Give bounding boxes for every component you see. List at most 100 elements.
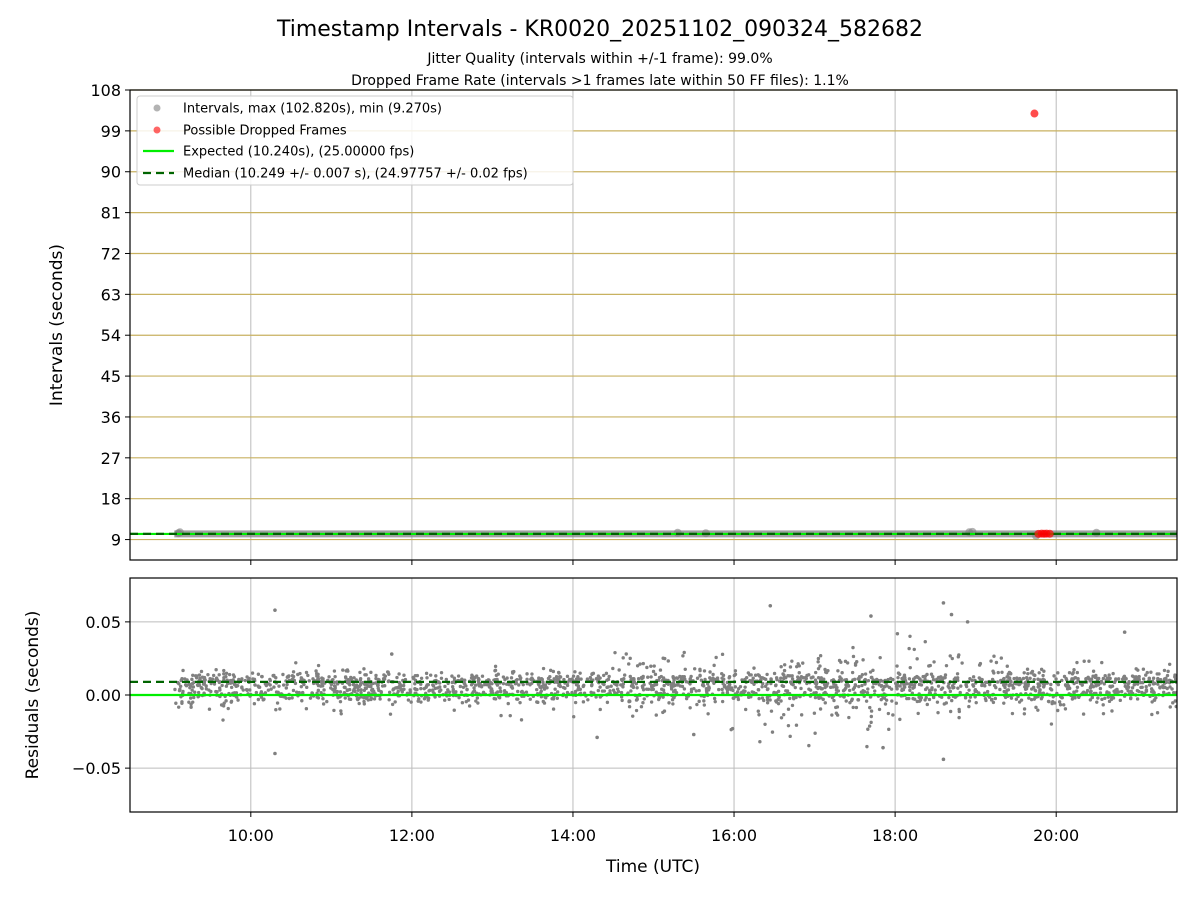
residual-point [586,698,590,702]
residual-point [619,683,623,687]
residual-point [473,683,478,687]
residual-point [939,695,944,699]
residual-point [342,691,347,695]
residual-point [646,687,651,692]
residual-point [917,682,922,687]
residual-point [1003,685,1007,690]
residual-point [769,677,773,681]
residual-point [224,671,229,675]
residual-point [611,688,616,692]
residual-point [319,684,323,688]
residual-point [697,699,701,704]
residual-point [1022,707,1027,711]
residual-point [476,676,481,681]
residual-point [363,686,368,690]
residual-point [868,695,873,699]
residual-point [866,678,871,683]
residual-point [943,673,948,677]
residual-point [1147,683,1152,687]
residual-point [361,680,365,685]
residual-point [785,689,790,693]
residual-point [662,678,666,682]
residual-point [1049,722,1054,726]
residual-point [649,700,654,704]
residual-point [641,661,645,666]
residual-point [929,672,934,676]
residual-point [219,703,224,707]
residual-point [1135,697,1140,701]
residual-point [388,712,393,716]
residual-point [1036,682,1040,686]
residual-point [794,723,799,727]
residual-point [765,695,770,700]
residual-point [508,713,512,718]
residual-point [250,671,255,675]
residual-point [540,677,544,682]
residual-point [768,603,773,608]
residual-point [919,679,923,683]
residual-point [907,646,911,651]
intervals-panel: 9 18 27 36 45 54 63 72 81 90 99 108 Intervals, max (… [90,81,1178,565]
residual-point [464,684,468,688]
residual-point [641,688,646,692]
residual-point [222,668,226,673]
residual-point [521,682,525,687]
legend-dropped-label: Possible Dropped Frames [183,124,347,139]
residual-point [661,710,665,715]
residual-point [272,685,276,689]
residual-point [294,661,298,665]
residual-point [228,680,232,684]
residual-point [1006,675,1010,679]
residual-point [320,676,324,680]
residual-point [628,674,632,679]
residual-point [1150,700,1154,704]
residual-point [793,685,797,690]
residual-point [653,672,658,677]
residual-point [193,690,197,694]
residual-point [651,687,656,692]
residual-point [244,687,249,692]
residual-point [794,664,799,669]
residual-point [438,681,442,685]
residual-point [1019,698,1024,702]
residual-point [408,688,412,692]
residual-point [813,695,818,700]
residual-point [667,701,671,705]
residual-point [197,673,202,677]
residual-point [923,687,928,692]
residual-point [635,686,639,690]
top-data-layer [130,109,1177,540]
residual-point [260,674,264,679]
residual-point [191,685,196,689]
residual-point [698,673,702,678]
residual-point [304,706,309,711]
residual-point [995,680,1000,684]
residual-point [1002,676,1006,681]
residual-point [1028,676,1032,681]
residual-point [275,701,280,705]
residual-point [1066,683,1070,687]
residual-point [939,687,944,692]
residual-point [813,731,817,735]
residual-point [1050,701,1054,706]
residual-point [704,689,709,693]
residual-point [809,676,814,680]
residual-point [204,684,208,688]
residual-point [387,698,391,702]
residual-point [656,697,661,702]
residual-point [325,699,329,704]
residual-point [869,614,873,618]
residual-point [967,699,972,703]
residual-point [768,698,772,702]
residual-point [851,705,855,710]
residual-point [881,745,885,750]
residual-point [363,673,367,677]
residual-point [887,727,891,732]
residual-point [765,682,769,686]
chart-subtitle-dropped: Dropped Frame Rate (intervals >1 frames … [351,73,849,89]
bottom-x-tick-label: 14:00 [550,826,596,845]
residual-point [844,677,849,682]
residual-point [291,670,296,674]
residual-point [431,684,436,688]
